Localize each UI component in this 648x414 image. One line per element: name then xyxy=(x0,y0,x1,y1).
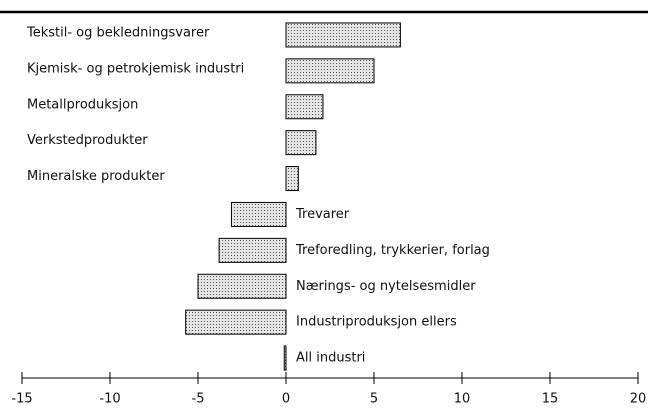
category-label: Verkstedprodukter xyxy=(27,133,148,148)
category-label: Tekstil- og bekledningsvarer xyxy=(26,25,210,40)
bar xyxy=(197,273,287,299)
x-tick-label: -15 xyxy=(11,392,32,407)
bar xyxy=(285,22,401,48)
x-tick-label: -5 xyxy=(192,392,205,407)
bar xyxy=(285,94,324,120)
bar xyxy=(285,58,375,84)
bar xyxy=(283,345,287,371)
bar xyxy=(218,237,287,263)
category-label: Nærings- og nytelsesmidler xyxy=(296,279,476,294)
category-label: Metallproduksjon xyxy=(27,97,138,112)
x-tick-label: -10 xyxy=(99,392,120,407)
bar xyxy=(185,309,287,335)
x-tick-label: 10 xyxy=(454,392,471,407)
x-tick-label: 0 xyxy=(282,392,290,407)
bar xyxy=(285,166,299,192)
category-label: Treforedling, trykkerier, forlag xyxy=(295,243,490,258)
x-tick-label: 20 xyxy=(630,392,647,407)
category-label: Kjemisk- og petrokjemisk industri xyxy=(27,61,244,76)
bar xyxy=(230,201,287,227)
x-tick-label: 5 xyxy=(370,392,378,407)
bar xyxy=(285,130,317,156)
category-label: Industriproduksjon ellers xyxy=(296,315,457,330)
x-tick-label: 15 xyxy=(542,392,559,407)
category-label: Trevarer xyxy=(295,207,350,222)
category-label: Mineralske produkter xyxy=(27,169,165,184)
category-label: All industri xyxy=(296,351,365,366)
